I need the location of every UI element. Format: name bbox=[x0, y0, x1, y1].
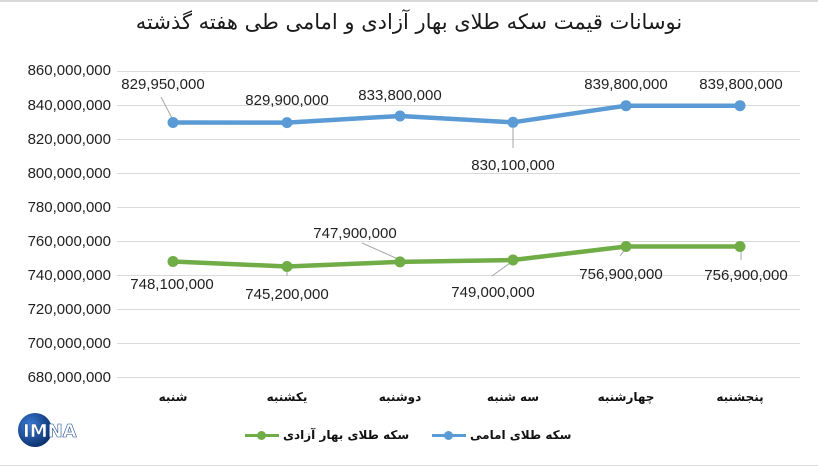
label-emami-4: 839,800,000 bbox=[584, 76, 668, 93]
legend-swatch-emami-icon bbox=[432, 429, 466, 441]
point-bahar-0 bbox=[167, 256, 179, 267]
y-tick-680m: 680,000,000 bbox=[27, 369, 111, 386]
label-bahar-3: 749,000,000 bbox=[451, 284, 535, 301]
y-tick-820m: 820,000,000 bbox=[27, 131, 111, 148]
x-tick-shanbe: شنبه bbox=[158, 390, 188, 404]
legend-item-bahar[interactable]: سکه طلای بهار آزادی bbox=[245, 428, 409, 442]
point-bahar-4 bbox=[620, 241, 632, 252]
label-bahar-4: 756,900,000 bbox=[579, 266, 663, 283]
label-bahar-5: 756,900,000 bbox=[704, 267, 788, 284]
chart-title: نوسانات قیمت سکه طلای بهار آزادی و امامی… bbox=[135, 10, 683, 34]
label-bahar-2: 747,900,000 bbox=[313, 225, 397, 242]
y-tick-700m: 700,000,000 bbox=[27, 335, 111, 352]
legend: سکه طلای امامی سکه طلای بهار آزادی bbox=[0, 424, 818, 448]
label-emami-3: 830,100,000 bbox=[471, 157, 555, 174]
label-emami-5: 839,800,000 bbox=[699, 76, 783, 93]
y-tick-840m: 840,000,000 bbox=[27, 97, 111, 114]
y-tick-740m: 740,000,000 bbox=[27, 267, 111, 284]
y-tick-720m: 720,000,000 bbox=[27, 301, 111, 318]
point-bahar-3 bbox=[507, 254, 519, 266]
legend-item-emami[interactable]: سکه طلای امامی bbox=[432, 428, 571, 442]
label-emami-0: 829,950,000 bbox=[121, 76, 205, 93]
imna-logo: IMNA bbox=[18, 413, 77, 447]
point-emami-1 bbox=[281, 117, 293, 129]
y-tick-800m: 800,000,000 bbox=[27, 165, 111, 182]
point-emami-4 bbox=[620, 100, 632, 112]
x-tick-doshanbe: دوشنبه bbox=[378, 390, 422, 404]
series-bahar bbox=[167, 241, 746, 272]
legend-swatch-bahar-icon bbox=[245, 429, 279, 441]
svg-text:IMNA: IMNA bbox=[23, 421, 77, 442]
bottom-divider bbox=[0, 465, 818, 466]
point-bahar-2 bbox=[394, 256, 406, 268]
point-emami-2 bbox=[394, 110, 406, 122]
legend-label-bahar: سکه طلای بهار آزادی bbox=[283, 428, 410, 442]
point-emami-5 bbox=[734, 100, 746, 112]
label-bahar-0: 748,100,000 bbox=[130, 276, 214, 293]
y-tick-860m: 860,000,000 bbox=[27, 62, 111, 79]
x-tick-yekshanbe: یکشنبه bbox=[266, 390, 308, 404]
legend-label-emami: سکه طلای امامی bbox=[470, 428, 572, 442]
x-tick-seshanbe: سه شنبه bbox=[486, 390, 540, 404]
point-emami-0 bbox=[167, 117, 179, 128]
x-tick-chaharshanbe: چهارشنبه bbox=[597, 390, 655, 404]
y-tick-760m: 760,000,000 bbox=[27, 233, 111, 250]
point-emami-3 bbox=[507, 116, 519, 128]
series-emami bbox=[167, 100, 746, 129]
point-bahar-1 bbox=[281, 261, 293, 272]
x-tick-panjshanbe: پنجشنبه bbox=[716, 390, 764, 404]
point-bahar-5 bbox=[734, 241, 746, 252]
label-emami-1: 829,900,000 bbox=[245, 92, 329, 109]
label-bahar-1: 745,200,000 bbox=[245, 286, 329, 303]
label-emami-2: 833,800,000 bbox=[358, 87, 442, 104]
y-tick-780m: 780,000,000 bbox=[27, 199, 111, 216]
